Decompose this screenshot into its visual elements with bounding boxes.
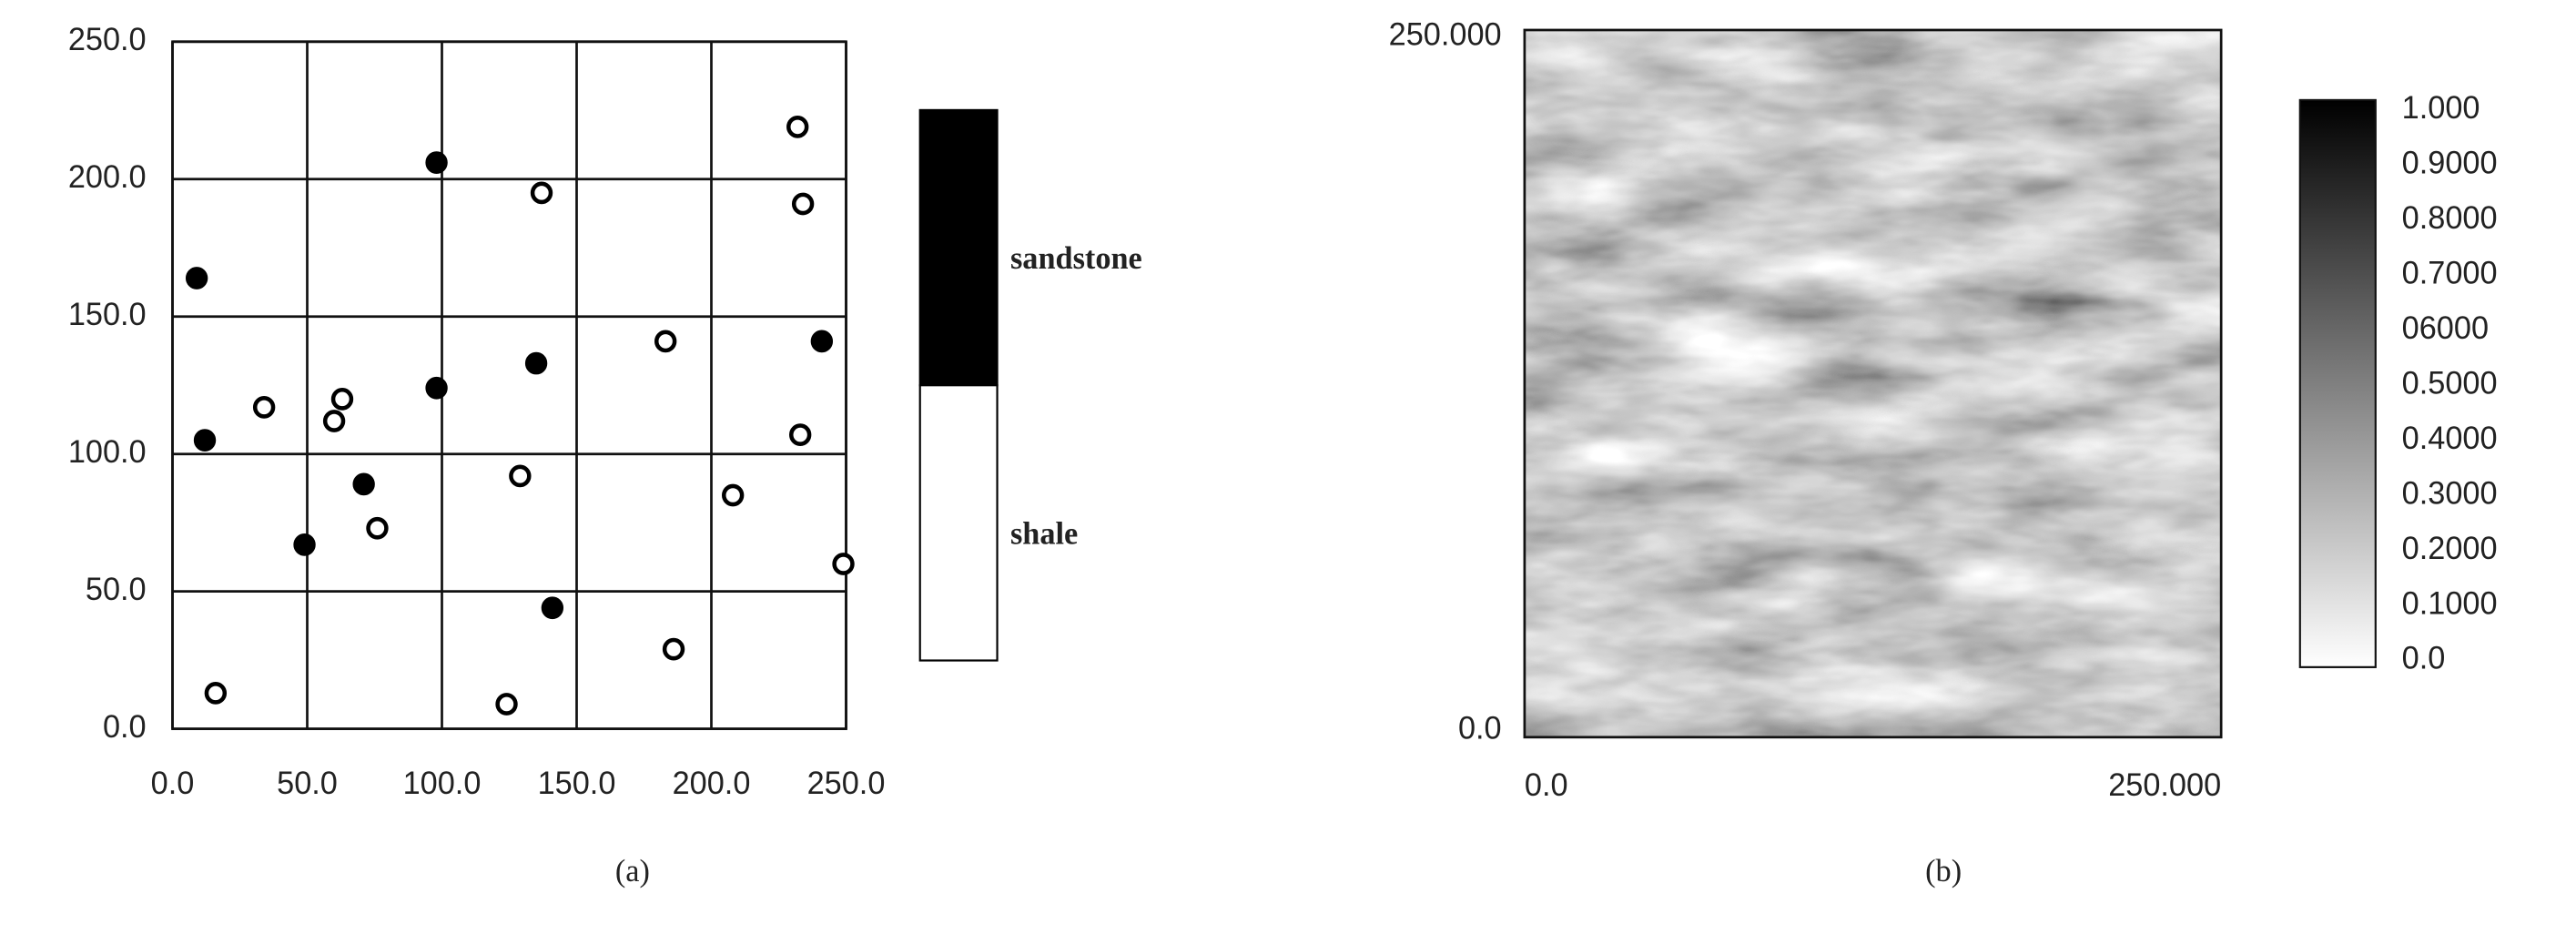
x-tick-label: 100.0 [403,766,482,801]
colorbar-tick-label: 0.9000 [2402,146,2498,180]
heatmap-image [1524,29,2222,737]
data-point [322,410,346,432]
data-point [524,351,548,375]
data-point [721,483,745,507]
data-point [791,192,815,216]
colorbar-tick-label: 0.7000 [2402,256,2498,290]
data-point [810,330,834,353]
data-point [530,181,553,205]
colorbar-tick-label: 1.000 [2402,91,2480,126]
y-tick-label: 50.0 [86,573,147,607]
data-point [788,423,812,446]
y-tick-label: 100.0 [68,435,147,470]
legend-swatch [918,108,999,387]
colorbar [2298,98,2377,668]
legend-label: sandstone [1010,241,1142,276]
data-point [425,376,448,400]
data-point [654,330,677,353]
data-point [425,151,448,175]
colorbar-tick-label: 0.2000 [2402,532,2498,566]
x-tick-label: 0.0 [1525,768,1568,803]
panel-label: (a) [615,854,650,888]
colorbar-tick-label: 06000 [2402,311,2489,346]
data-point [366,516,389,540]
data-point [330,387,354,411]
data-point [204,682,228,705]
y-tick-label: 0.0 [1458,711,1502,746]
data-point [352,472,375,496]
y-tick-label: 250.000 [1389,17,1502,52]
panel-label: (b) [1925,854,1962,888]
colorbar-tick-label: 0.4000 [2402,421,2498,456]
x-tick-label: 200.0 [673,766,751,801]
y-tick-label: 0.0 [103,710,147,745]
data-point [832,553,855,575]
data-point [495,693,518,716]
x-tick-label: 50.0 [277,766,338,801]
y-tick-label: 150.0 [68,298,147,332]
legend-label: shale [1010,516,1078,551]
data-point [252,396,276,419]
data-point [541,596,564,620]
data-point [185,267,208,289]
colorbar-tick-label: 0.5000 [2402,366,2498,401]
colorbar-tick-label: 0.8000 [2402,201,2498,236]
x-tick-label: 150.0 [538,766,616,801]
data-point [293,533,316,556]
colorbar-tick-label: 0.1000 [2402,586,2498,621]
x-tick-label: 250.0 [807,766,886,801]
data-point [786,116,809,138]
x-tick-label: 250.000 [2108,768,2221,803]
x-tick-label: 0.0 [151,766,195,801]
y-tick-label: 250.0 [68,23,147,57]
data-point [662,637,685,661]
colorbar-tick-label: 0.0 [2402,641,2446,675]
legend-swatch [918,384,999,662]
data-point [193,429,217,452]
data-point [509,464,532,488]
colorbar-tick-label: 0.3000 [2402,476,2498,511]
plot-frame [1523,28,2223,739]
y-tick-label: 200.0 [68,160,147,195]
plot-frame [171,40,847,731]
